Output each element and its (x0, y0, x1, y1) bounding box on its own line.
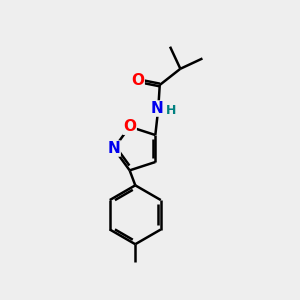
Text: N: N (150, 101, 163, 116)
Text: O: O (123, 119, 136, 134)
Text: O: O (131, 73, 144, 88)
Text: N: N (107, 141, 120, 156)
Text: H: H (166, 103, 176, 116)
